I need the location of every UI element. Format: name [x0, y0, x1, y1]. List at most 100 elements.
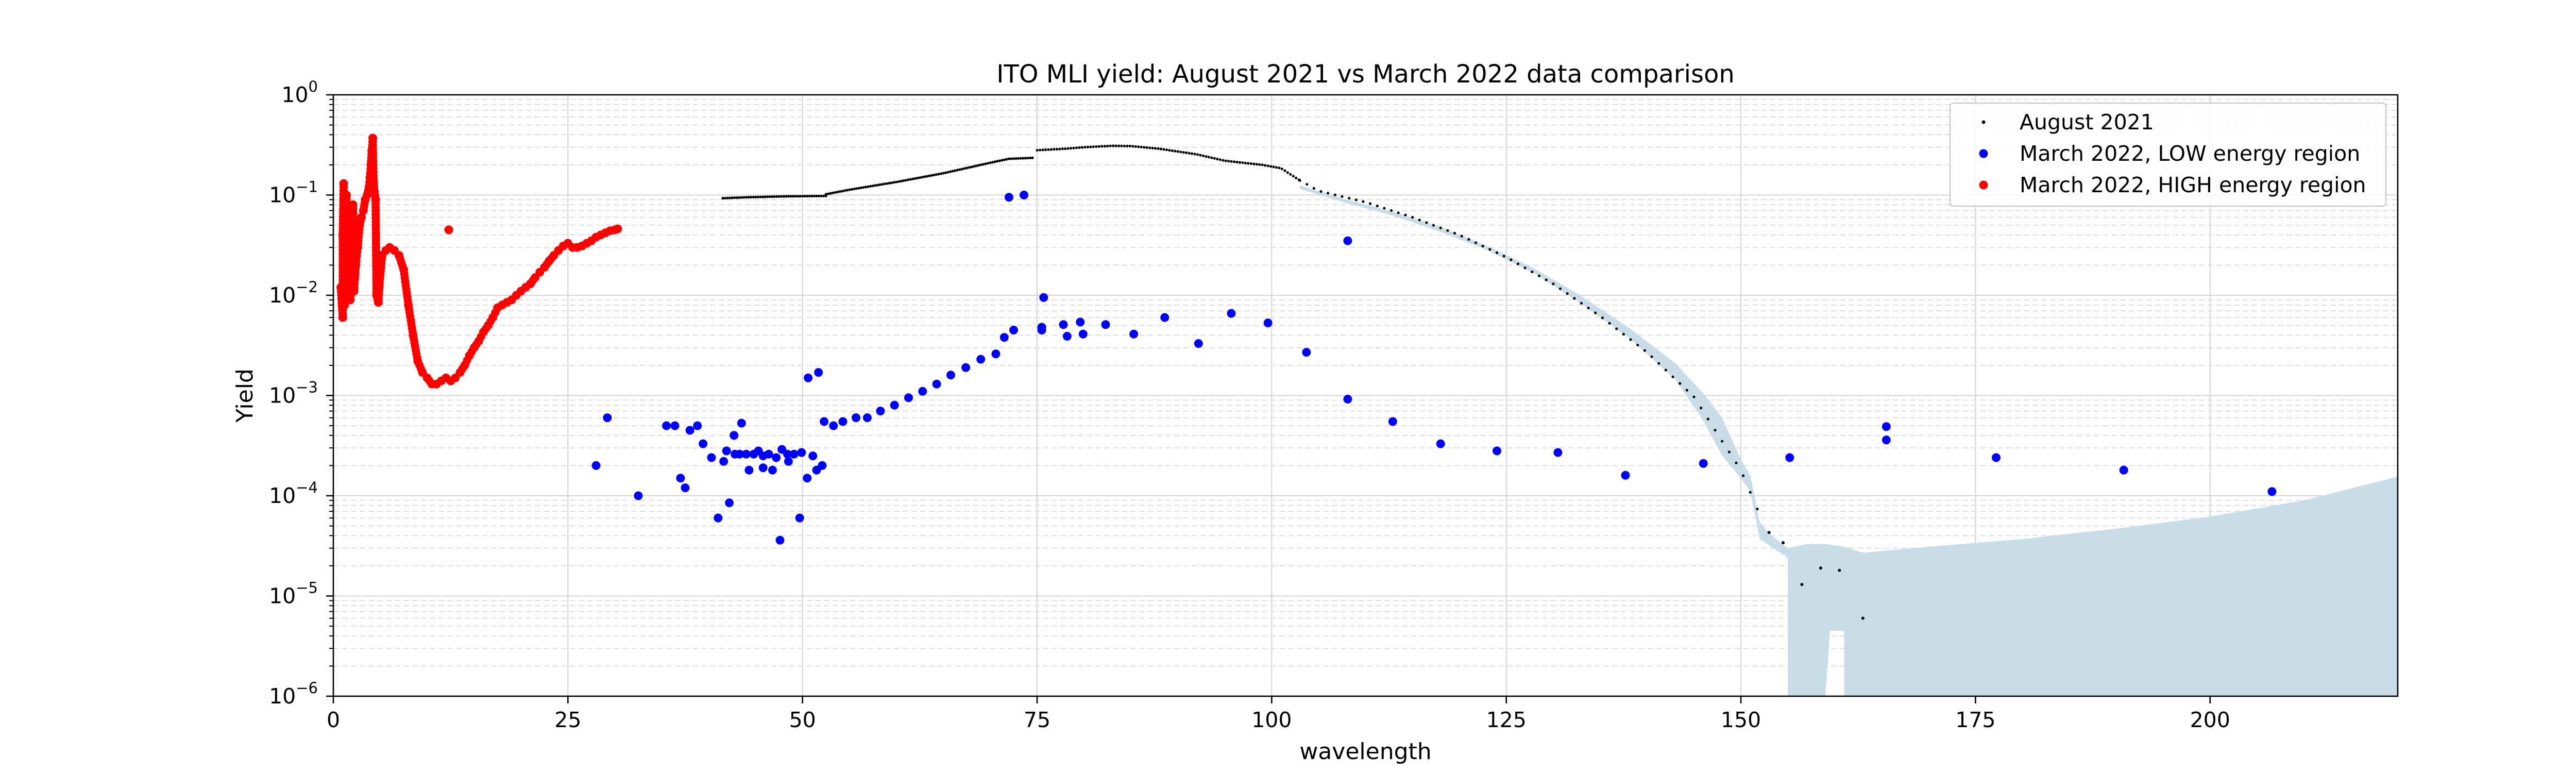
data-point-august-2021 — [913, 177, 917, 180]
data-point-august-2021 — [1629, 338, 1632, 341]
data-point-august-2021 — [1742, 474, 1745, 477]
data-point-august-2021 — [1207, 156, 1210, 159]
data-point-march-low — [862, 413, 872, 423]
x-axis-label: wavelength — [1299, 738, 1431, 765]
data-point-march-low — [890, 400, 899, 410]
data-point-august-2021 — [1196, 153, 1199, 156]
data-point-august-2021 — [1819, 566, 1822, 570]
data-point-august-2021 — [1179, 150, 1182, 154]
data-point-august-2021 — [744, 196, 748, 199]
data-point-august-2021 — [1224, 159, 1227, 162]
data-point-march-high — [375, 287, 383, 295]
data-point-august-2021 — [904, 179, 907, 182]
data-point-august-2021 — [998, 159, 1001, 162]
data-point-august-2021 — [1727, 450, 1731, 453]
y-tick-label: 10−1 — [269, 178, 318, 208]
data-point-august-2021 — [1418, 219, 1421, 222]
y-axis-label: Yield — [232, 368, 258, 423]
data-point-august-2021 — [1488, 248, 1492, 251]
data-point-august-2021 — [965, 166, 968, 170]
data-point-march-low — [1101, 320, 1110, 329]
data-point-august-2021 — [1706, 417, 1709, 421]
data-point-march-high — [355, 225, 364, 233]
data-point-august-2021 — [1692, 395, 1696, 398]
data-point-march-low — [904, 393, 913, 402]
data-point-august-2021 — [865, 186, 868, 189]
data-point-august-2021 — [1411, 216, 1414, 219]
data-point-august-2021 — [900, 179, 903, 183]
data-point-august-2021 — [738, 196, 741, 199]
data-point-august-2021 — [867, 185, 870, 188]
data-point-august-2021 — [1608, 322, 1611, 325]
data-point-march-low — [735, 449, 744, 459]
data-point-august-2021 — [1193, 153, 1196, 156]
data-point-august-2021 — [935, 173, 938, 176]
data-point-august-2021 — [789, 195, 792, 198]
data-point-august-2021 — [1140, 145, 1143, 148]
data-point-august-2021 — [1106, 144, 1109, 147]
data-point-august-2021 — [916, 176, 919, 180]
data-point-august-2021 — [1174, 149, 1177, 153]
data-point-august-2021 — [1176, 150, 1179, 153]
data-point-march-low — [818, 461, 827, 470]
data-point-august-2021 — [989, 161, 992, 164]
data-point-august-2021 — [822, 194, 825, 197]
data-point-august-2021 — [1005, 158, 1008, 161]
data-point-august-2021 — [1092, 145, 1095, 148]
data-point-august-2021 — [1376, 205, 1379, 208]
data-point-august-2021 — [726, 196, 729, 199]
data-point-august-2021 — [1643, 349, 1646, 352]
data-point-august-2021 — [787, 195, 790, 198]
data-point-march-low — [1992, 453, 2001, 462]
data-point-august-2021 — [1190, 152, 1194, 155]
data-point-august-2021 — [972, 165, 975, 168]
data-point-august-2021 — [1354, 198, 1358, 201]
data-point-march-low — [804, 373, 813, 382]
data-point-march-low — [814, 368, 823, 377]
data-point-august-2021 — [1295, 176, 1298, 179]
data-point-march-low — [670, 421, 680, 430]
axis-ticks: 0 25 50 75 100 125 150 175 200 10−6 10−5 10−4 10−3 10… — [269, 78, 2230, 732]
data-point-august-2021 — [933, 174, 936, 177]
x-tick-label: 100 — [1251, 708, 1292, 732]
data-point-august-2021 — [721, 197, 724, 200]
data-point-august-2021 — [1298, 179, 1301, 182]
data-point-august-2021 — [946, 171, 950, 174]
data-point-august-2021 — [1066, 147, 1070, 150]
legend-marker — [1979, 180, 1988, 190]
data-point-august-2021 — [1026, 157, 1029, 160]
data-point-august-2021 — [977, 164, 980, 167]
data-point-august-2021 — [1058, 147, 1061, 150]
data-point-march-low — [1039, 293, 1048, 302]
data-point-august-2021 — [1531, 270, 1534, 274]
x-tick-label: 25 — [554, 708, 581, 732]
data-point-august-2021 — [1341, 195, 1344, 198]
data-point-august-2021 — [1238, 161, 1241, 164]
data-point-august-2021 — [1213, 157, 1216, 160]
data-point-march-low — [764, 449, 773, 459]
data-point-march-high — [529, 276, 537, 285]
data-point-august-2021 — [911, 177, 914, 180]
data-point-august-2021 — [1425, 221, 1428, 224]
data-point-august-2021 — [759, 195, 762, 198]
data-point-august-2021 — [1453, 231, 1456, 235]
data-point-august-2021 — [731, 196, 734, 199]
data-point-march-low — [976, 355, 986, 364]
data-point-march-low — [758, 463, 768, 473]
data-point-august-2021 — [768, 195, 771, 198]
data-point-august-2021 — [984, 162, 987, 165]
data-point-march-low — [1009, 326, 1018, 334]
data-point-august-2021 — [1266, 164, 1269, 167]
data-point-march-high — [543, 260, 551, 268]
data-point-august-2021 — [1800, 583, 1804, 586]
data-point-august-2021 — [1010, 157, 1013, 160]
data-point-august-2021 — [1070, 147, 1073, 150]
data-point-august-2021 — [1510, 258, 1513, 261]
data-point-august-2021 — [806, 195, 809, 198]
data-point-august-2021 — [1264, 164, 1267, 167]
data-point-august-2021 — [948, 170, 952, 173]
data-point-august-2021 — [1319, 190, 1323, 193]
data-point-august-2021 — [1502, 255, 1505, 258]
data-point-march-low — [1553, 448, 1563, 457]
data-point-august-2021 — [944, 171, 947, 174]
